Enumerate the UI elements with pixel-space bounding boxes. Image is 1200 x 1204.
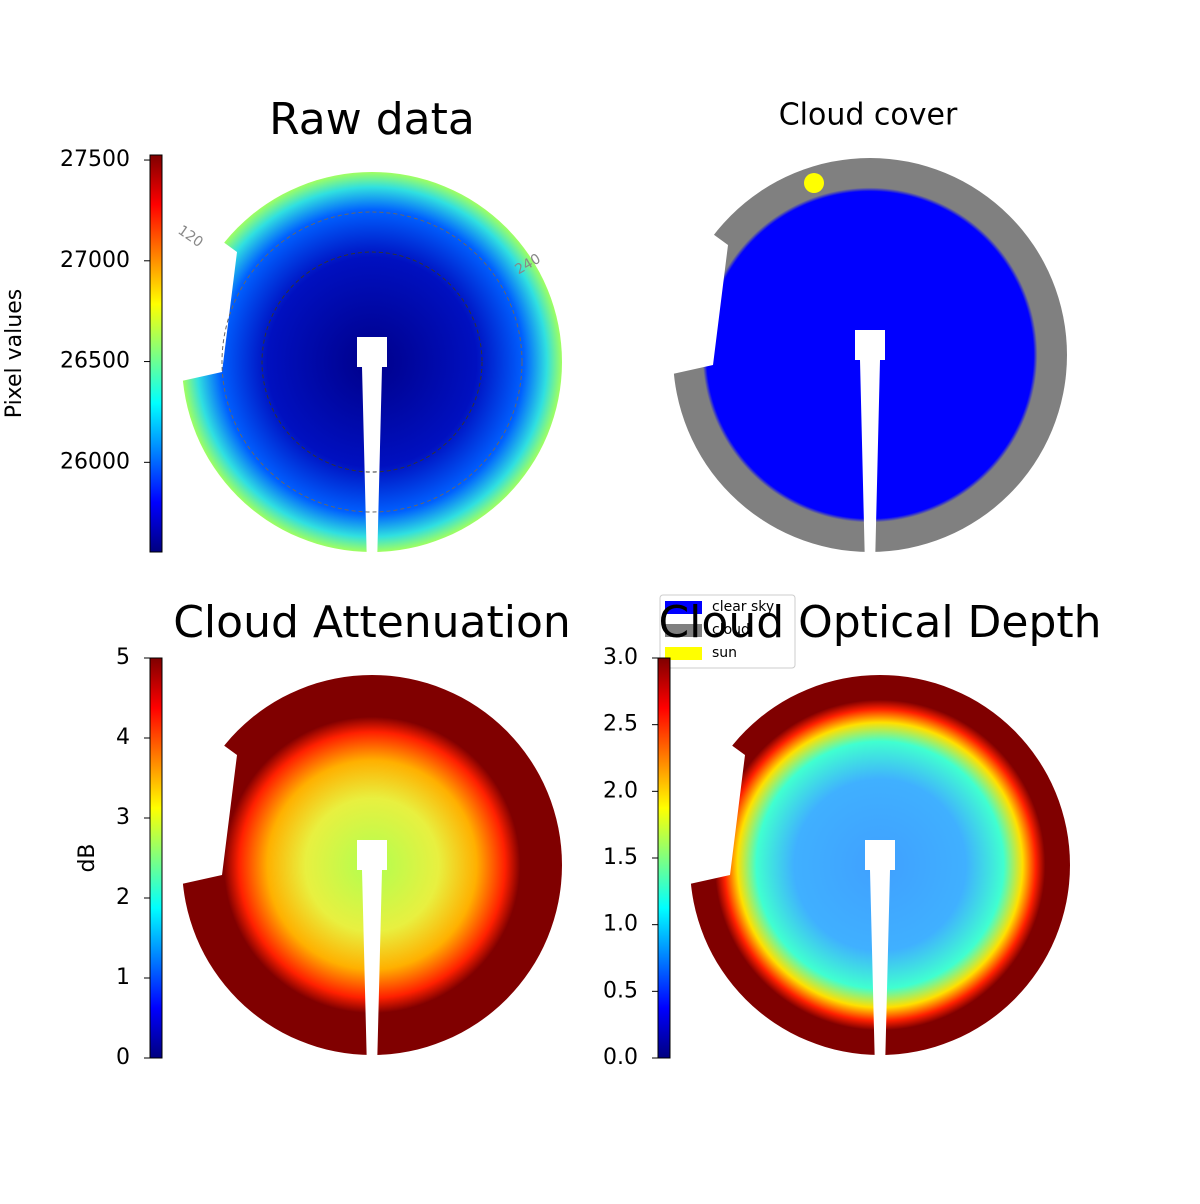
colorbar-tick-label: 2.0 <box>603 778 638 803</box>
colorbar <box>149 154 163 553</box>
legend-label: cloud <box>712 622 750 638</box>
sun-marker <box>804 173 824 193</box>
colorbar-tick-label: 26000 <box>60 449 130 474</box>
mast-mask <box>357 337 387 567</box>
panel-title: Cloud Attenuation <box>173 597 571 648</box>
legend-label: sun <box>712 645 737 661</box>
legend-label: clear sky <box>712 599 774 615</box>
horizon-mask <box>668 205 728 375</box>
colorbar <box>657 657 671 1059</box>
colorbar-tick-label: 1 <box>116 965 130 990</box>
colorbar-tick-label: 1.5 <box>603 845 638 870</box>
colorbar-tick-label: 2.5 <box>603 712 638 737</box>
colorbar <box>149 657 163 1059</box>
horizon-mask <box>685 715 745 885</box>
colorbar-tick-label: 26500 <box>60 349 130 374</box>
legend-swatch <box>665 624 702 637</box>
colorbar-tick-label: 0.0 <box>603 1045 638 1070</box>
colorbar-tick-label: 27000 <box>60 248 130 273</box>
colorbar-tick-label: 3 <box>116 805 130 830</box>
horizon-mask <box>177 212 237 382</box>
polar-grid <box>261 251 483 473</box>
mast-mask <box>865 840 895 1070</box>
colorbar-tick-label: 5 <box>116 645 130 670</box>
colorbar-tick-label: 2 <box>116 885 130 910</box>
panel-title: Raw data <box>269 94 475 145</box>
horizon-mask <box>177 715 237 885</box>
mast-mask <box>855 330 885 567</box>
legend-swatch <box>665 647 702 660</box>
legend-swatch <box>665 601 702 614</box>
colorbar-label: dB <box>75 843 100 872</box>
mast-mask <box>357 840 387 1070</box>
colorbar-tick-label: 3.0 <box>603 645 638 670</box>
panel-title: Cloud Optical Depth <box>658 597 1101 648</box>
polar-grid <box>221 211 523 513</box>
colorbar-tick-label: 0.5 <box>603 978 638 1003</box>
colorbar-tick-label: 0 <box>116 1045 130 1070</box>
colorbar-tick-label: 4 <box>116 725 130 750</box>
colorbar-tick-label: 1.0 <box>603 912 638 937</box>
colorbar-label: Pixel values <box>2 289 27 418</box>
colorbar-tick-label: 27500 <box>60 147 130 172</box>
panel-title: Cloud cover <box>779 98 958 133</box>
